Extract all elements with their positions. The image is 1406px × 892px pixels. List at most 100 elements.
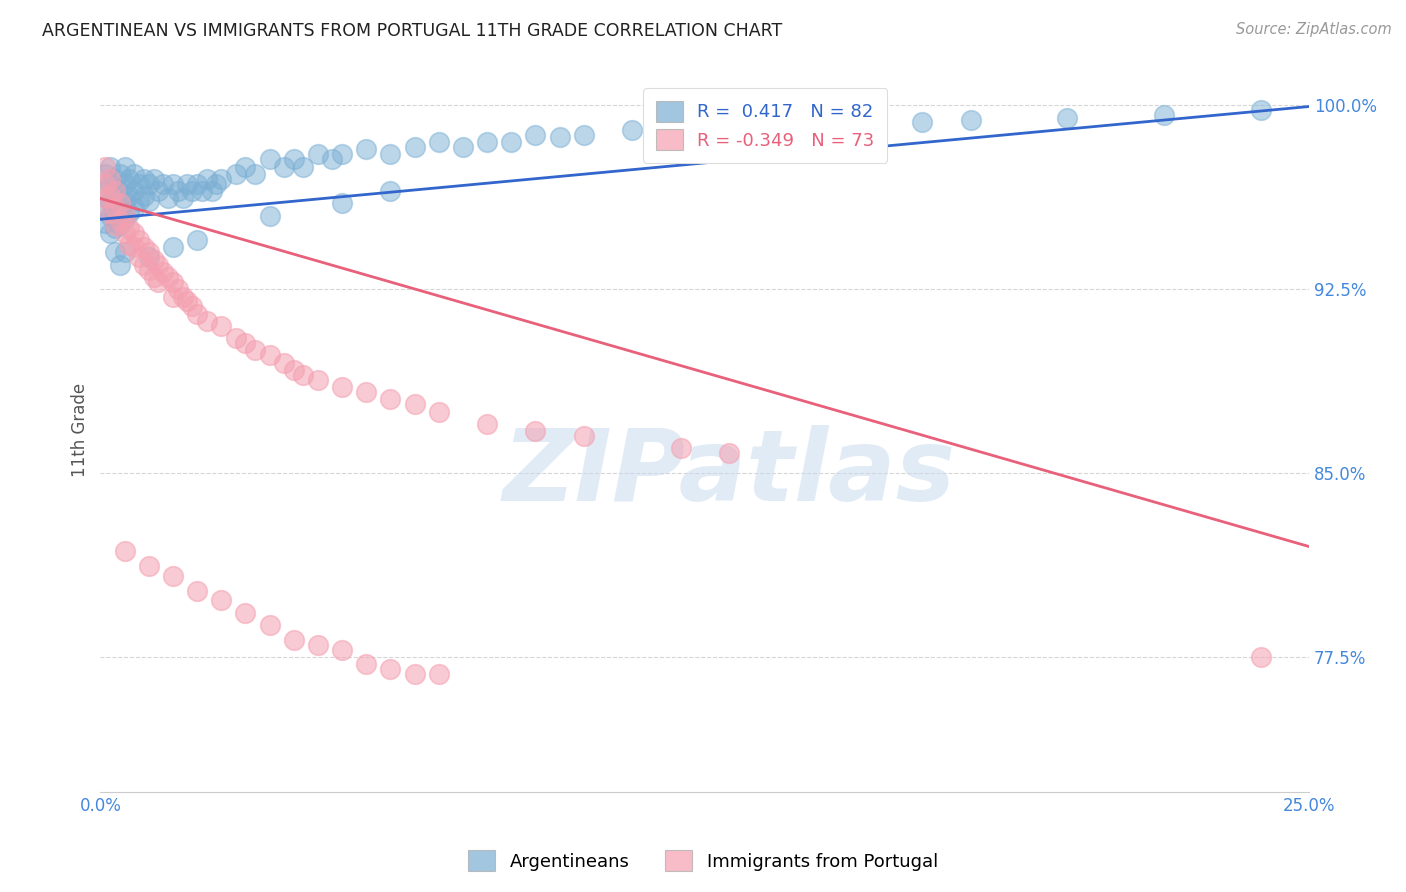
Point — [142, 269, 165, 284]
Point — [94, 184, 117, 198]
Point — [501, 135, 523, 149]
Point — [148, 258, 170, 272]
Point — [243, 167, 266, 181]
Point — [94, 216, 117, 230]
Point — [404, 140, 426, 154]
Point — [108, 219, 131, 233]
Point — [128, 194, 150, 208]
Point — [1250, 103, 1272, 118]
Point — [225, 331, 247, 345]
Point — [94, 201, 117, 215]
Point — [380, 184, 402, 198]
Point — [98, 226, 121, 240]
Point — [186, 233, 208, 247]
Point — [104, 189, 127, 203]
Point — [1250, 649, 1272, 664]
Point — [766, 123, 789, 137]
Point — [330, 380, 353, 394]
Point — [330, 196, 353, 211]
Point — [104, 201, 127, 215]
Legend: R =  0.417   N = 82, R = -0.349   N = 73: R = 0.417 N = 82, R = -0.349 N = 73 — [643, 88, 887, 162]
Point — [98, 209, 121, 223]
Point — [259, 209, 281, 223]
Point — [108, 184, 131, 198]
Point — [122, 184, 145, 198]
Point — [181, 184, 204, 198]
Point — [94, 167, 117, 181]
Point — [404, 667, 426, 681]
Point — [380, 392, 402, 407]
Point — [132, 171, 155, 186]
Text: Source: ZipAtlas.com: Source: ZipAtlas.com — [1236, 22, 1392, 37]
Point — [404, 397, 426, 411]
Point — [717, 446, 740, 460]
Point — [259, 153, 281, 167]
Point — [186, 583, 208, 598]
Point — [292, 368, 315, 382]
Point — [104, 184, 127, 198]
Point — [152, 265, 174, 279]
Point — [98, 177, 121, 191]
Point — [814, 118, 837, 132]
Point — [138, 262, 160, 277]
Point — [380, 147, 402, 161]
Point — [108, 196, 131, 211]
Point — [118, 238, 141, 252]
Point — [98, 171, 121, 186]
Point — [259, 618, 281, 632]
Point — [128, 177, 150, 191]
Point — [162, 569, 184, 583]
Point — [138, 194, 160, 208]
Point — [1153, 108, 1175, 122]
Point — [209, 318, 232, 333]
Point — [283, 363, 305, 377]
Point — [172, 289, 194, 303]
Point — [122, 167, 145, 181]
Point — [195, 314, 218, 328]
Point — [235, 606, 257, 620]
Point — [166, 184, 188, 198]
Point — [114, 194, 136, 208]
Point — [200, 184, 222, 198]
Point — [524, 425, 547, 439]
Point — [235, 336, 257, 351]
Y-axis label: 11th Grade: 11th Grade — [72, 383, 89, 477]
Point — [191, 184, 214, 198]
Point — [104, 203, 127, 218]
Point — [114, 211, 136, 225]
Point — [330, 147, 353, 161]
Point — [307, 373, 329, 387]
Point — [176, 177, 198, 191]
Point — [118, 189, 141, 203]
Point — [132, 189, 155, 203]
Point — [172, 191, 194, 205]
Point — [108, 201, 131, 215]
Point — [104, 245, 127, 260]
Point — [108, 213, 131, 227]
Point — [122, 226, 145, 240]
Point — [225, 167, 247, 181]
Point — [273, 356, 295, 370]
Point — [166, 282, 188, 296]
Point — [475, 135, 498, 149]
Point — [94, 160, 117, 174]
Point — [122, 240, 145, 254]
Point — [98, 194, 121, 208]
Point — [148, 184, 170, 198]
Point — [572, 429, 595, 443]
Point — [94, 191, 117, 205]
Point — [162, 289, 184, 303]
Text: ZIPatlas: ZIPatlas — [502, 425, 956, 522]
Legend: Argentineans, Immigrants from Portugal: Argentineans, Immigrants from Portugal — [461, 843, 945, 879]
Point — [524, 128, 547, 142]
Point — [186, 177, 208, 191]
Point — [162, 275, 184, 289]
Point — [104, 171, 127, 186]
Point — [162, 177, 184, 191]
Point — [863, 115, 886, 129]
Point — [108, 258, 131, 272]
Point — [98, 206, 121, 220]
Point — [148, 275, 170, 289]
Point — [138, 559, 160, 574]
Point — [128, 250, 150, 264]
